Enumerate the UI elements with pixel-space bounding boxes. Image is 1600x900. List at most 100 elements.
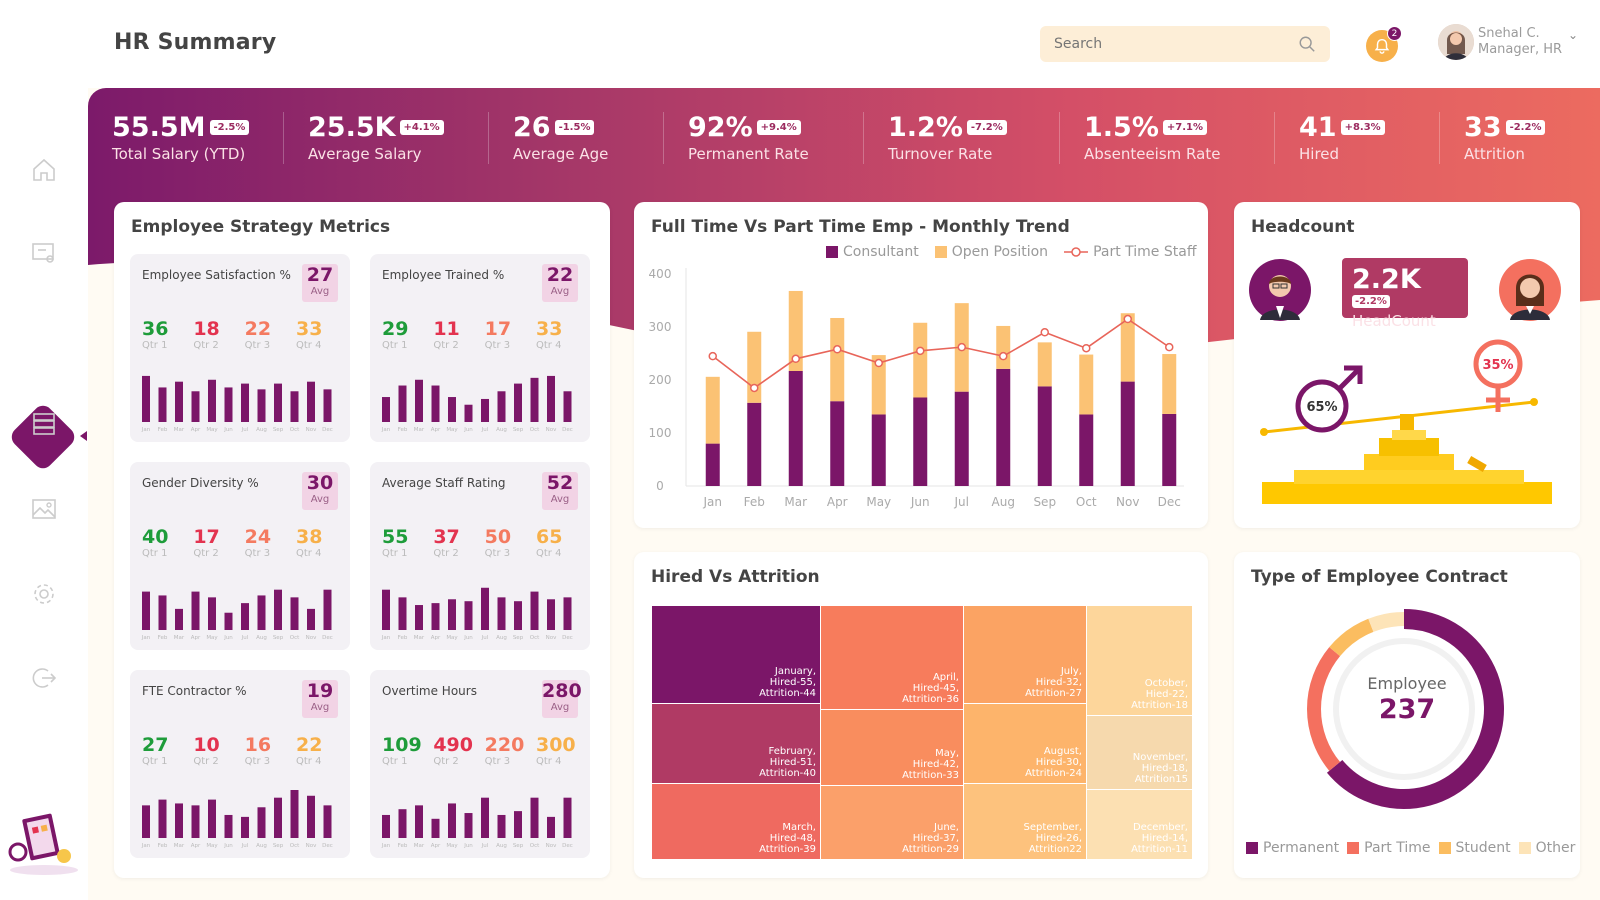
metric-card[interactable]: Overtime Hours 280 Avg 109 Qtr 1 490 Qtr 2 220 Q… xyxy=(370,670,590,858)
month-label: Aug xyxy=(496,635,507,641)
documents-icon[interactable] xyxy=(27,325,59,357)
kpi-total-salary[interactable]: 55.5M -2.5% Total Salary (YTD) xyxy=(88,112,284,164)
consultant-bar xyxy=(1120,381,1135,486)
quarter-values: 36 Qtr 1 18 Qtr 2 22 Qtr 3 33 Qtr 4 xyxy=(142,318,342,351)
kpi-average-age[interactable]: 26 -1.5% Average Age xyxy=(489,112,664,164)
treemap-cell[interactable]: December, Hired-14, Attrition-11 xyxy=(1087,790,1192,859)
female-avatar xyxy=(1499,259,1561,321)
cell-hired: Hired-32, xyxy=(1035,677,1082,688)
metric-bar xyxy=(547,816,555,838)
user-info[interactable]: Snehal C. Manager, HR xyxy=(1478,26,1562,58)
metric-card[interactable]: Gender Diversity % 30 Avg 40 Qtr 1 17 Qtr 2 24 Q… xyxy=(130,462,350,650)
kpi-average-salary[interactable]: 25.5K +4.1% Average Salary xyxy=(284,112,489,164)
kpi-absenteeism-rate[interactable]: 1.5% +7.1% Absenteeism Rate xyxy=(1060,112,1275,164)
user-avatar[interactable] xyxy=(1438,24,1474,60)
metric-bar xyxy=(142,591,150,630)
logout-icon[interactable] xyxy=(28,662,60,694)
quarter-value: 55 Qtr 1 xyxy=(382,526,409,559)
user-role: Manager, HR xyxy=(1478,42,1563,57)
x-tick-label: Feb xyxy=(744,495,765,509)
kpi-delta: -2.2% xyxy=(1505,120,1546,135)
metric-card[interactable]: Employee Trained % 22 Avg 29 Qtr 1 11 Qtr 2 17 Q… xyxy=(370,254,590,442)
treemap-cell[interactable]: July, Hired-32, Attrition-27 xyxy=(964,606,1086,703)
legend-part-time-staff[interactable]: Part Time Staff xyxy=(1064,244,1196,260)
metric-card[interactable]: FTE Contractor % 19 Avg 27 Qtr 1 10 Qtr 2 16 Qtr… xyxy=(130,670,350,858)
kpi-hired[interactable]: 41 +8.3% Hired xyxy=(1275,112,1440,164)
y-tick-label: 0 xyxy=(656,479,664,493)
metric-bar xyxy=(497,597,506,630)
cell-hired: Hired-42, xyxy=(912,759,959,770)
treemap-cell[interactable]: February, Hired-51, Attrition-40 xyxy=(652,704,820,783)
part-time-point xyxy=(1040,328,1049,337)
headcount-label: HeadCount xyxy=(1352,312,1436,330)
kpi-permanent-rate[interactable]: 92% +9.4% Permanent Rate xyxy=(664,112,864,164)
treemap-cell[interactable]: August, Hired-30, Attrition-24 xyxy=(964,704,1086,783)
quarter-value: 10 Qtr 2 xyxy=(193,734,220,767)
part-time-point xyxy=(1123,314,1132,324)
monthly-bars: Jan Feb Mar Apr May Jun Jul Aug Sep Oct Nov Dec xyxy=(381,587,573,641)
legend-permanent[interactable]: Permanent xyxy=(1246,840,1339,856)
home-icon[interactable] xyxy=(28,154,60,186)
image-icon[interactable] xyxy=(28,493,60,525)
treemap-cell[interactable]: October, Hied-22, Attrition-18 xyxy=(1087,606,1192,715)
quarter-value: 16 Qtr 3 xyxy=(244,734,272,767)
metric-bar xyxy=(307,381,315,422)
month-label: Nov xyxy=(306,635,317,641)
kpi-value: 41 xyxy=(1299,112,1337,143)
legend-consultant[interactable]: Consultant xyxy=(826,244,919,260)
headcount-kpi[interactable]: 2.2K -2.2% HeadCount xyxy=(1342,258,1468,330)
kpi-delta: +8.3% xyxy=(1340,120,1385,135)
month-label: Feb xyxy=(158,635,168,641)
cell-hired: Hired-18, xyxy=(1141,763,1188,774)
treemap-cell[interactable]: March, Hired-48, Attrition-39 xyxy=(652,784,820,859)
metric-average: 27 Avg xyxy=(302,264,338,302)
search-input[interactable] xyxy=(1054,36,1298,52)
kpi-turnover-rate[interactable]: 1.2% -7.2% Turnover Rate xyxy=(864,112,1060,164)
month-label: Sep xyxy=(513,635,524,641)
x-tick-label: Dec xyxy=(1158,495,1181,509)
treemap-cell[interactable]: January, Hired-55, Attrition-44 xyxy=(652,606,820,703)
consultant-bar xyxy=(705,443,720,486)
notifications-button[interactable]: 2 xyxy=(1366,26,1402,62)
presentation-icon[interactable] xyxy=(28,238,60,270)
legend-student[interactable]: Student xyxy=(1438,840,1511,856)
quarter-value: 27 Qtr 1 xyxy=(142,734,169,767)
metric-bar xyxy=(323,805,332,838)
cell-month: September, xyxy=(1023,822,1082,833)
metric-bar xyxy=(464,404,473,422)
search-icon[interactable] xyxy=(1298,35,1316,53)
metric-card[interactable]: Employee Satisfaction % 27 Avg 36 Qtr 1 18 Qtr… xyxy=(130,254,350,442)
metric-average: 280 Avg xyxy=(542,680,582,718)
treemap-cell[interactable]: September, Hired-26, Attrition22 xyxy=(964,784,1086,859)
month-label: Dec xyxy=(322,635,333,641)
quarter-values: 109 Qtr 1 490 Qtr 2 220 Qtr 3 300 Qtr 4 xyxy=(382,734,582,767)
month-label: Apr xyxy=(431,843,441,849)
donut-slice xyxy=(1329,618,1374,657)
month-label: Jul xyxy=(481,427,489,433)
month-label: Feb xyxy=(398,843,408,849)
month-label: Jan xyxy=(381,427,391,433)
legend-other[interactable]: Other xyxy=(1518,840,1575,856)
kpi-attrition[interactable]: 33 -2.2% Attrition xyxy=(1440,112,1590,164)
cell-attrition: Attrition22 xyxy=(1028,844,1082,855)
metric-bar xyxy=(191,391,200,422)
metric-bar xyxy=(464,813,473,838)
legend-part-time[interactable]: Part Time xyxy=(1347,840,1431,856)
month-label: May xyxy=(446,635,458,641)
list-icon[interactable] xyxy=(28,408,60,440)
treemap-cell[interactable]: November, Hired-18, Attrition15 xyxy=(1087,716,1192,789)
bell-icon xyxy=(1374,38,1390,54)
chevron-down-icon[interactable]: ⌄ xyxy=(1568,28,1579,42)
search-box[interactable] xyxy=(1040,26,1330,62)
treemap-cell[interactable]: June, Hired-37, Attrition-29 xyxy=(821,786,963,859)
consultant-bar xyxy=(1037,386,1052,486)
donut-center-value: 237 xyxy=(1378,694,1436,725)
legend-open-position[interactable]: Open Position xyxy=(934,244,1048,260)
donut-slice xyxy=(1307,647,1341,771)
month-label: Nov xyxy=(546,635,557,641)
gear-icon[interactable] xyxy=(28,578,60,610)
treemap-cell[interactable]: May, Hired-42, Attrition-33 xyxy=(821,710,963,785)
treemap-cell[interactable]: April, Hired-45, Attrition-36 xyxy=(821,606,963,709)
metric-bar xyxy=(274,589,282,630)
